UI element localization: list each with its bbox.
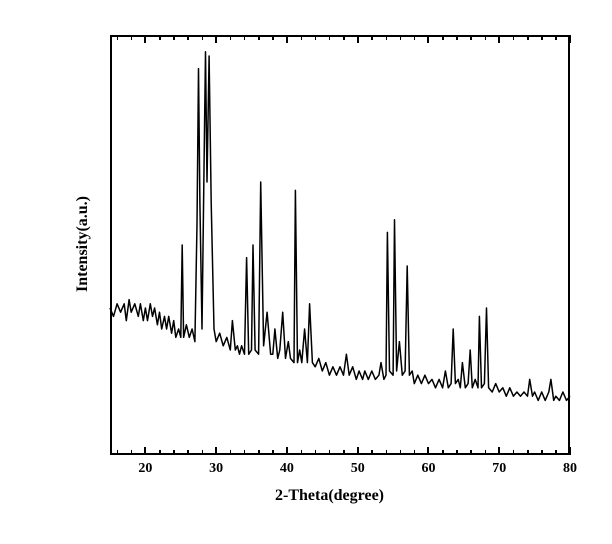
x-tick-major [215,447,217,455]
x-tick-minor [400,35,402,40]
x-tick-minor [202,35,204,40]
x-tick-major [569,447,571,455]
x-tick-minor [470,35,472,40]
x-tick-minor [159,450,161,455]
x-tick-minor [272,450,274,455]
x-tick-minor [301,35,303,40]
x-tick-major [357,447,359,455]
x-tick-minor [343,450,345,455]
x-tick-minor [485,450,487,455]
x-tick-minor [315,450,317,455]
x-tick-minor [555,35,557,40]
xrd-chart: Intensity(a.u.) 2-Theta(degree) 20 30 40 50… [0,0,612,544]
x-tick-major [498,35,500,43]
x-tick-minor [414,450,416,455]
x-tick-minor [173,450,175,455]
x-tick-minor [371,35,373,40]
x-tick-minor [173,35,175,40]
x-tick-minor [131,35,133,40]
x-axis-label: 2-Theta(degree) [275,487,384,505]
x-tick-minor [371,450,373,455]
x-tick-minor [187,450,189,455]
x-tick-minor [513,35,515,40]
x-tick-major [286,35,288,43]
x-tick-label: 60 [416,461,440,477]
x-tick-minor [187,35,189,40]
x-tick-label: 50 [346,461,370,477]
x-tick-minor [442,450,444,455]
x-tick-minor [485,35,487,40]
x-tick-label: 80 [558,461,582,477]
x-tick-minor [131,450,133,455]
x-tick-minor [230,450,232,455]
x-tick-minor [386,450,388,455]
x-tick-minor [230,35,232,40]
x-tick-minor [456,450,458,455]
x-tick-minor [329,450,331,455]
x-tick-minor [272,35,274,40]
x-tick-label: 70 [487,461,511,477]
x-tick-minor [329,35,331,40]
x-tick-major [427,35,429,43]
x-tick-minor [456,35,458,40]
x-tick-minor [414,35,416,40]
x-tick-minor [202,450,204,455]
x-tick-major [215,35,217,43]
x-tick-minor [527,450,529,455]
x-tick-minor [470,450,472,455]
x-tick-major [286,447,288,455]
x-tick-minor [541,35,543,40]
x-tick-minor [315,35,317,40]
x-tick-minor [555,450,557,455]
x-tick-minor [513,450,515,455]
x-tick-major [357,35,359,43]
x-tick-major [498,447,500,455]
x-tick-minor [527,35,529,40]
x-tick-major [427,447,429,455]
x-tick-minor [258,35,260,40]
x-tick-minor [244,35,246,40]
x-tick-minor [244,450,246,455]
x-tick-minor [117,35,119,40]
x-tick-minor [541,450,543,455]
x-tick-minor [117,450,119,455]
x-tick-minor [258,450,260,455]
x-tick-minor [442,35,444,40]
x-tick-major [144,35,146,43]
x-tick-minor [159,35,161,40]
x-tick-label: 30 [204,461,228,477]
x-tick-major [569,35,571,43]
x-tick-minor [386,35,388,40]
x-tick-label: 40 [275,461,299,477]
x-tick-major [144,447,146,455]
x-tick-minor [343,35,345,40]
y-axis-label: Intensity(a.u.) [74,196,92,292]
x-tick-minor [400,450,402,455]
x-tick-minor [301,450,303,455]
x-tick-label: 20 [133,461,157,477]
